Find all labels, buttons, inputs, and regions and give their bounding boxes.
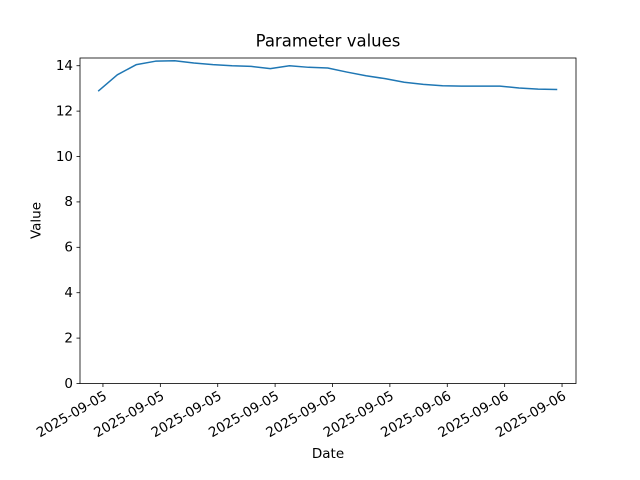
y-tick-label: 4	[64, 285, 73, 301]
chart-title: Parameter values	[256, 32, 401, 51]
y-tick-label: 10	[56, 149, 73, 165]
y-tick-label: 2	[64, 330, 73, 346]
y-tick-label: 6	[64, 240, 73, 256]
x-axis-label: Date	[312, 446, 344, 462]
y-tick-label: 14	[56, 58, 73, 74]
y-tick-label: 8	[64, 194, 73, 210]
plot-area	[79, 57, 577, 384]
y-tick-label: 0	[64, 376, 73, 392]
y-tick-label: 12	[56, 103, 73, 119]
series-line-parameter	[97, 59, 558, 92]
y-axis-label: Value	[29, 202, 45, 239]
